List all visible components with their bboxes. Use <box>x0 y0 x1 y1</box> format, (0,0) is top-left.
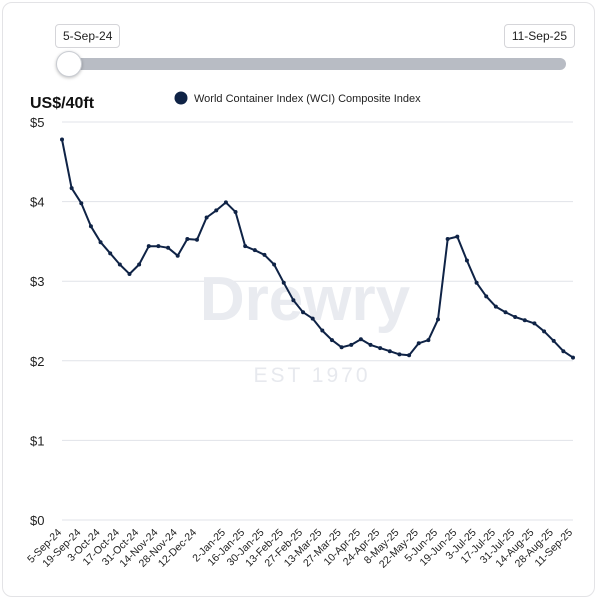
series-line <box>61 138 574 359</box>
data-point <box>272 262 277 267</box>
data-point <box>137 262 142 267</box>
data-point <box>474 280 479 285</box>
data-point <box>175 253 180 258</box>
data-point <box>117 262 122 267</box>
data-point <box>426 338 431 343</box>
data-point <box>571 355 575 360</box>
legend-marker <box>174 91 188 105</box>
data-point <box>542 329 547 334</box>
data-point <box>349 342 354 347</box>
legend: World Container Index (WCI) Composite In… <box>174 91 421 105</box>
data-point <box>69 186 74 191</box>
y-tick-label: $4 <box>30 195 44 210</box>
drewry-watermark: Drewry EST 1970 <box>200 265 411 387</box>
data-point <box>464 258 469 263</box>
y-axis-label: US$/40ft <box>30 95 95 112</box>
data-point <box>185 237 190 242</box>
data-point <box>561 349 566 354</box>
data-point <box>243 244 248 249</box>
data-point <box>551 338 556 343</box>
data-point <box>416 341 421 346</box>
data-point <box>223 200 228 205</box>
data-point <box>310 316 315 321</box>
data-points <box>60 137 575 360</box>
data-point <box>108 251 113 256</box>
data-point <box>146 244 151 249</box>
data-point <box>455 234 460 239</box>
data-point <box>368 342 373 347</box>
data-point <box>513 315 518 320</box>
data-point <box>88 224 93 229</box>
data-point <box>387 349 392 354</box>
y-tick-labels: $0 $1 $2 $3 $4 $5 <box>30 115 44 528</box>
data-point <box>397 352 402 357</box>
range-slider-track[interactable] <box>60 58 566 70</box>
watermark-text: Drewry <box>200 265 411 334</box>
data-point <box>301 310 306 315</box>
watermark-subtext: EST 1970 <box>253 364 370 387</box>
data-point <box>532 321 537 326</box>
data-point <box>156 244 161 249</box>
data-point <box>503 310 508 315</box>
data-point <box>484 294 489 299</box>
data-point <box>407 353 412 358</box>
data-point <box>329 338 334 343</box>
x-tick-labels: 5-Sep-2419-Sep-243-Oct-2417-Oct-2431-Oct… <box>25 527 575 571</box>
y-tick-label: $2 <box>30 354 44 369</box>
data-point <box>127 272 132 277</box>
data-point <box>493 304 498 309</box>
y-tick-label: $5 <box>30 115 44 130</box>
data-point <box>291 298 296 303</box>
data-point <box>378 346 383 351</box>
data-point <box>339 345 344 350</box>
data-point <box>214 208 219 213</box>
data-point <box>233 209 238 214</box>
data-point <box>436 317 441 322</box>
data-point <box>204 215 209 220</box>
legend-label: World Container Index (WCI) Composite In… <box>194 93 421 105</box>
data-point <box>320 328 325 333</box>
data-point <box>252 248 257 253</box>
y-tick-label: $3 <box>30 274 44 289</box>
data-point <box>98 240 103 245</box>
range-start-label[interactable]: 5-Sep-24 <box>55 24 121 48</box>
data-point <box>262 252 267 257</box>
range-end-label[interactable]: 11-Sep-25 <box>503 24 575 48</box>
data-point <box>445 237 450 242</box>
y-tick-label: $0 <box>30 513 44 528</box>
data-point <box>358 337 363 342</box>
data-point <box>281 280 286 285</box>
gridlines <box>62 121 573 521</box>
range-slider-handle[interactable] <box>56 51 82 77</box>
data-point <box>522 318 527 323</box>
data-point <box>194 237 199 242</box>
data-point <box>166 245 171 250</box>
data-point <box>60 137 64 142</box>
y-tick-label: $1 <box>30 433 44 448</box>
data-point <box>79 201 84 206</box>
